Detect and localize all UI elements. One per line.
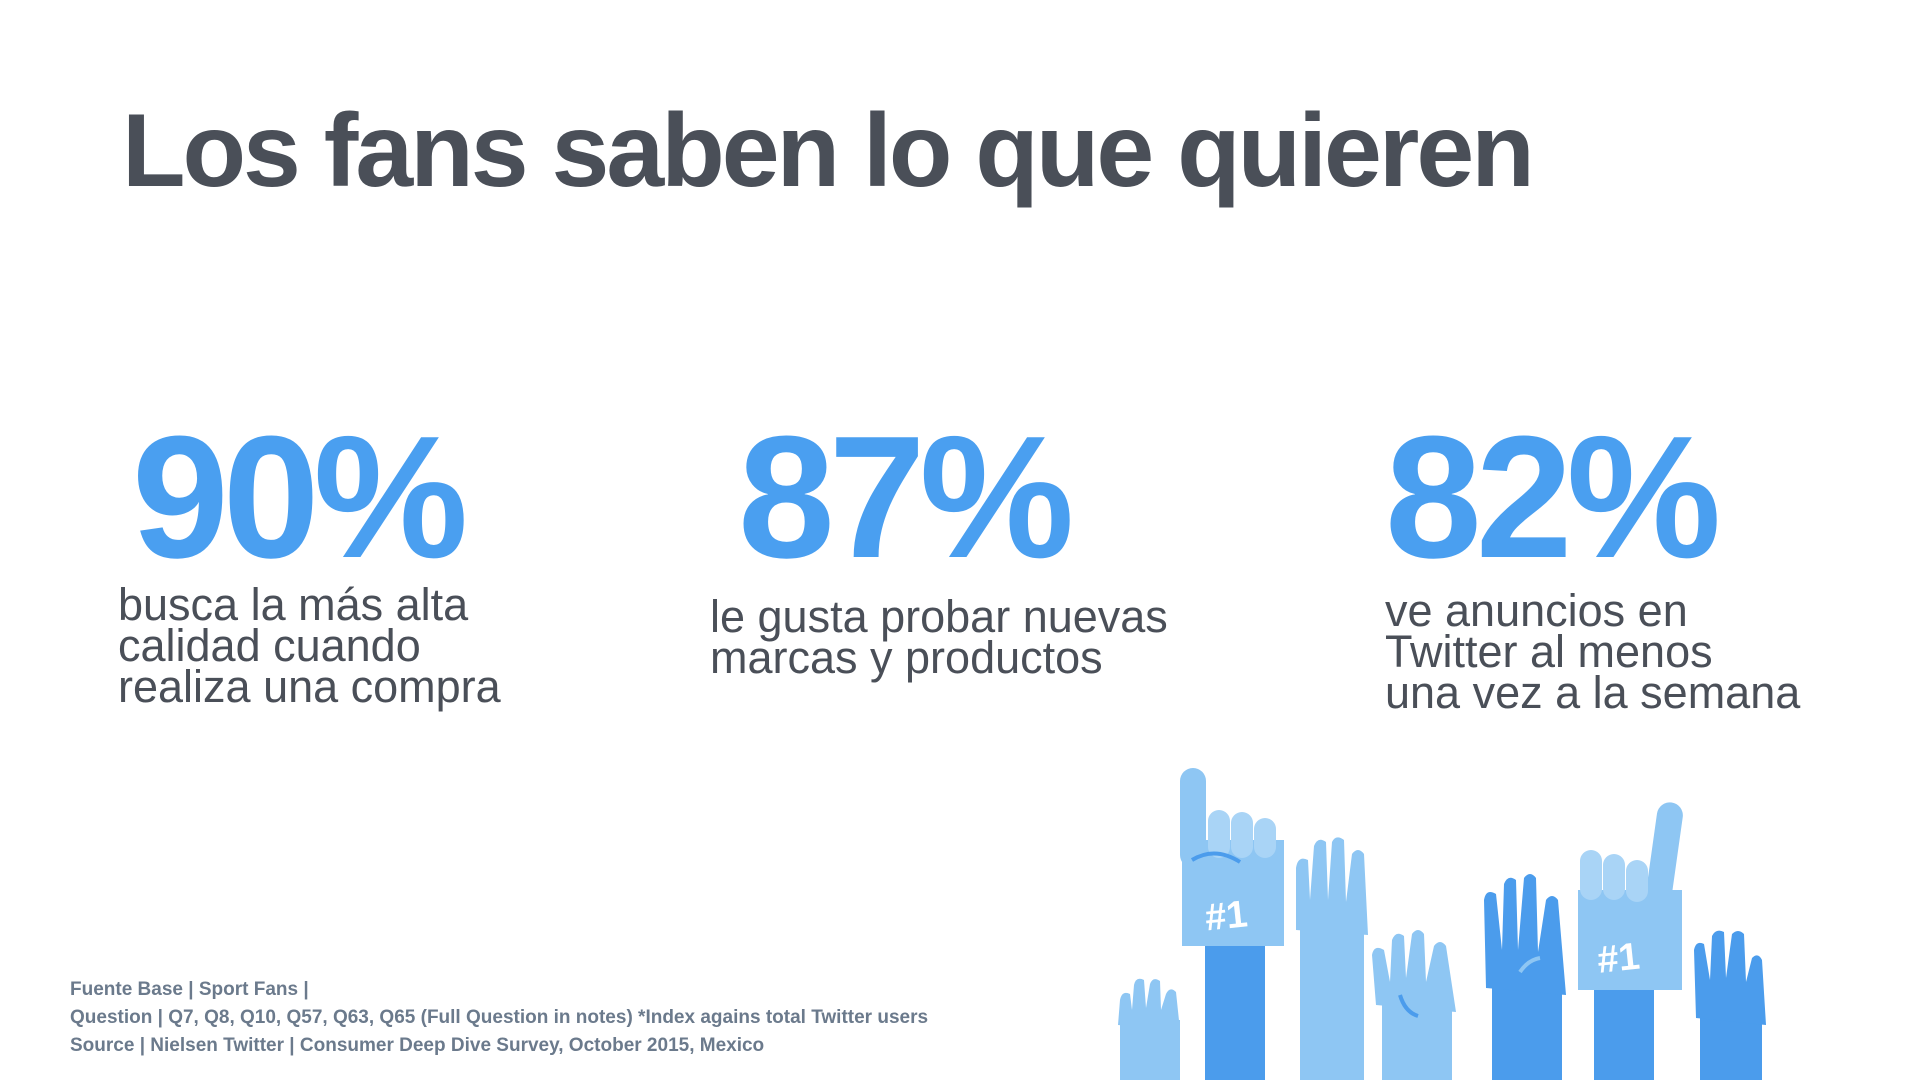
hand-icon (1694, 930, 1766, 1080)
stat-block-new-brands: 87% le gusta probar nuevas marcas y prod… (710, 399, 1168, 683)
foam-finger-icon: #1 (1180, 768, 1284, 1080)
foam-finger-icon: #1 (1578, 802, 1683, 1080)
stat-description: ve anuncios en Twitter al menos una vez … (1385, 585, 1801, 718)
stat-description-line: busca la más alta (118, 579, 469, 630)
page-title: Los fans saben lo que quieren (122, 93, 1535, 209)
stat-description-line: marcas y productos (710, 632, 1103, 683)
foam-finger-label: #1 (1203, 893, 1249, 939)
stat-value: 82% (1385, 399, 1721, 594)
stat-value: 87% (738, 399, 1074, 594)
footnote-base: Fuente Base | Sport Fans | (70, 979, 309, 1000)
stat-description-line: calidad cuando (118, 620, 421, 671)
stat-description: busca la más alta calidad cuando realiza… (118, 579, 501, 712)
source-footnote: Fuente Base | Sport Fans | Question | Q7… (70, 976, 928, 1060)
stat-description-line: una vez a la semana (1385, 667, 1801, 718)
hand-icon (1118, 978, 1180, 1080)
stat-description-line: ve anuncios en (1385, 585, 1688, 636)
stat-block-ads: 82% ve anuncios en Twitter al menos una … (1385, 399, 1801, 718)
foam-finger-label: #1 (1595, 936, 1641, 982)
stat-description-line: le gusta probar nuevas (710, 591, 1168, 642)
raised-hands-illustration: #1 #1 (1118, 768, 1766, 1080)
stat-description: le gusta probar nuevas marcas y producto… (710, 591, 1168, 683)
hand-icon (1484, 874, 1566, 1080)
stat-block-quality: 90% busca la más alta calidad cuando rea… (118, 399, 501, 712)
stat-description-line: Twitter al menos (1385, 626, 1713, 677)
stat-description-line: realiza una compra (118, 661, 501, 712)
hand-icon (1372, 930, 1456, 1080)
footnote-source: Source | Nielsen Twitter | Consumer Deep… (70, 1035, 765, 1056)
footnote-question: Question | Q7, Q8, Q10, Q57, Q63, Q65 (F… (70, 1007, 929, 1028)
stat-value: 90% (132, 399, 468, 594)
hand-icon (1296, 837, 1368, 1080)
